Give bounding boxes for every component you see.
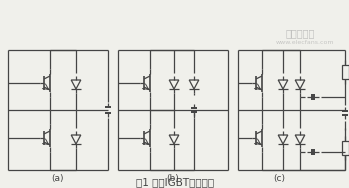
Text: (a): (a)	[52, 174, 64, 183]
Bar	[342, 141, 349, 155]
Text: 图1 通用IGBT缓冲电路: 图1 通用IGBT缓冲电路	[136, 177, 214, 187]
Text: (b): (b)	[166, 174, 179, 183]
Text: 电子发烧友: 电子发烧友	[285, 28, 315, 38]
Text: (c): (c)	[274, 174, 285, 183]
Bar	[342, 65, 349, 79]
Text: www.elecfans.com: www.elecfans.com	[276, 39, 334, 45]
